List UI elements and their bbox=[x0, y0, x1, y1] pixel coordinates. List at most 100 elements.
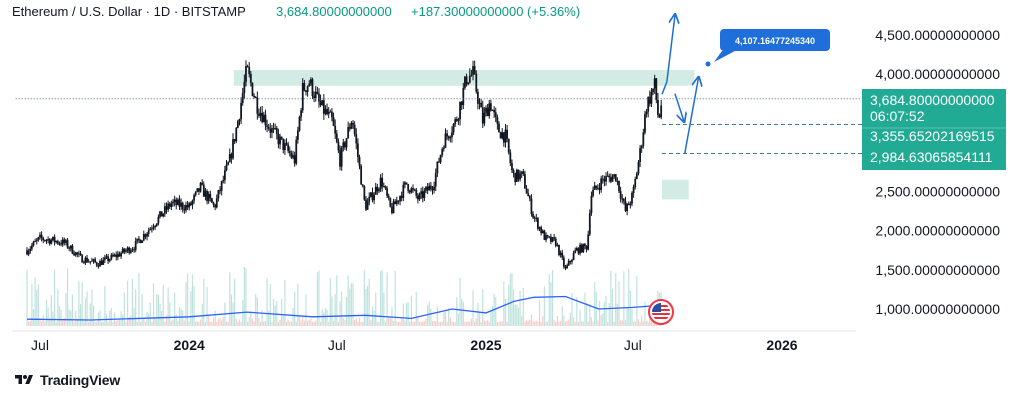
candle-body bbox=[601, 178, 604, 180]
candle-body bbox=[579, 244, 581, 254]
candle-body bbox=[394, 201, 397, 205]
level-1-label: 3,355.65202169515 bbox=[870, 128, 995, 144]
countdown-label: 06:07:52 bbox=[870, 108, 925, 124]
candle-body bbox=[429, 185, 432, 189]
candle-body bbox=[438, 161, 440, 163]
price-callout[interactable]: 4,107.16477245340 bbox=[705, 29, 831, 67]
candle-body bbox=[254, 97, 257, 99]
projection-arrow bbox=[666, 15, 675, 82]
candle-body bbox=[144, 234, 147, 237]
candle-body bbox=[84, 257, 87, 263]
candle-body bbox=[227, 162, 230, 165]
candle-body bbox=[491, 110, 494, 112]
candle-body bbox=[605, 176, 607, 182]
candle-body bbox=[624, 201, 627, 211]
candle-body bbox=[496, 117, 499, 124]
candle-body bbox=[326, 108, 328, 115]
candle-body bbox=[163, 206, 166, 214]
candle-body bbox=[415, 189, 418, 196]
price-axis[interactable]: 1,000.00000000000 1,500.00000000000 2,000.… bbox=[875, 27, 1000, 317]
candle-body bbox=[56, 241, 59, 244]
candle-body bbox=[340, 147, 343, 167]
candle-body bbox=[115, 254, 118, 258]
candle-body bbox=[559, 252, 562, 255]
candle-body bbox=[637, 161, 640, 174]
candle-body bbox=[34, 241, 37, 243]
candle-body bbox=[647, 97, 650, 112]
candle-body bbox=[235, 127, 238, 142]
candle-body bbox=[232, 139, 234, 159]
tradingview-logo-icon bbox=[15, 375, 33, 384]
candle-body bbox=[572, 253, 575, 260]
candle-body bbox=[129, 250, 132, 253]
candle-body bbox=[287, 144, 290, 151]
candle-body bbox=[236, 121, 239, 128]
candle-body bbox=[292, 155, 294, 158]
candle-body bbox=[102, 259, 105, 265]
candle-body bbox=[616, 180, 619, 182]
candle-body bbox=[520, 171, 523, 174]
candle-body bbox=[58, 243, 61, 245]
candle-body bbox=[374, 186, 377, 195]
candle-body bbox=[368, 196, 371, 202]
candle-body bbox=[480, 102, 483, 108]
price-label-box[interactable]: 3,684.80000000000 06:07:52 3,355.6520216… bbox=[862, 89, 1006, 170]
candle-body bbox=[567, 260, 570, 266]
candle-body bbox=[26, 250, 28, 255]
candle-body bbox=[66, 240, 69, 248]
candle-body bbox=[413, 189, 416, 191]
candle-body bbox=[360, 165, 363, 185]
candle-body bbox=[348, 127, 351, 129]
candle-body bbox=[347, 127, 350, 139]
candle-body bbox=[644, 114, 646, 133]
candle-body bbox=[535, 217, 538, 219]
candle-body bbox=[125, 250, 127, 252]
time-axis[interactable]: Jul 2024 Jul 2025 Jul 2026 bbox=[12, 330, 856, 353]
candle-body bbox=[69, 245, 72, 249]
candle-body bbox=[201, 182, 204, 185]
candle-body bbox=[477, 91, 479, 104]
candle-body bbox=[446, 133, 448, 137]
candle-body bbox=[373, 194, 376, 201]
candle-body bbox=[611, 176, 614, 182]
candle-body bbox=[371, 192, 374, 201]
candle-body bbox=[222, 179, 225, 182]
us-flag-icon[interactable] bbox=[648, 299, 674, 325]
candle-body bbox=[173, 199, 176, 202]
candle-body bbox=[352, 122, 354, 125]
candle-body bbox=[167, 203, 170, 210]
candle-body bbox=[128, 247, 131, 253]
candle-body bbox=[94, 259, 97, 263]
candle-body bbox=[622, 198, 625, 202]
candle-body bbox=[345, 138, 348, 148]
candle-body bbox=[272, 128, 275, 130]
candle-body bbox=[152, 227, 155, 229]
candle-body bbox=[300, 110, 303, 117]
time-tick-label: 2026 bbox=[766, 337, 797, 353]
projection-arrows[interactable] bbox=[661, 15, 698, 155]
candle-body bbox=[551, 237, 554, 242]
candle-body bbox=[123, 248, 126, 252]
candle-body bbox=[410, 188, 413, 193]
candle-body bbox=[293, 155, 296, 164]
candle-body bbox=[107, 256, 110, 262]
candle-body bbox=[642, 132, 645, 147]
candle-body bbox=[635, 173, 638, 180]
candle-body bbox=[331, 111, 333, 118]
candle-body bbox=[217, 190, 220, 199]
candle-body bbox=[189, 203, 192, 206]
candle-body bbox=[444, 133, 447, 148]
candle-body bbox=[157, 216, 160, 224]
candle-body bbox=[587, 234, 590, 250]
candle-body bbox=[569, 260, 572, 262]
candle-body bbox=[376, 186, 379, 192]
candle-body bbox=[142, 234, 145, 241]
candle-body bbox=[79, 253, 82, 255]
candle-body bbox=[381, 177, 384, 187]
candle-body bbox=[384, 186, 387, 189]
candle-body bbox=[355, 133, 358, 144]
candle-body bbox=[282, 138, 285, 150]
candle-body bbox=[540, 227, 543, 234]
projection-arrow bbox=[674, 93, 684, 121]
